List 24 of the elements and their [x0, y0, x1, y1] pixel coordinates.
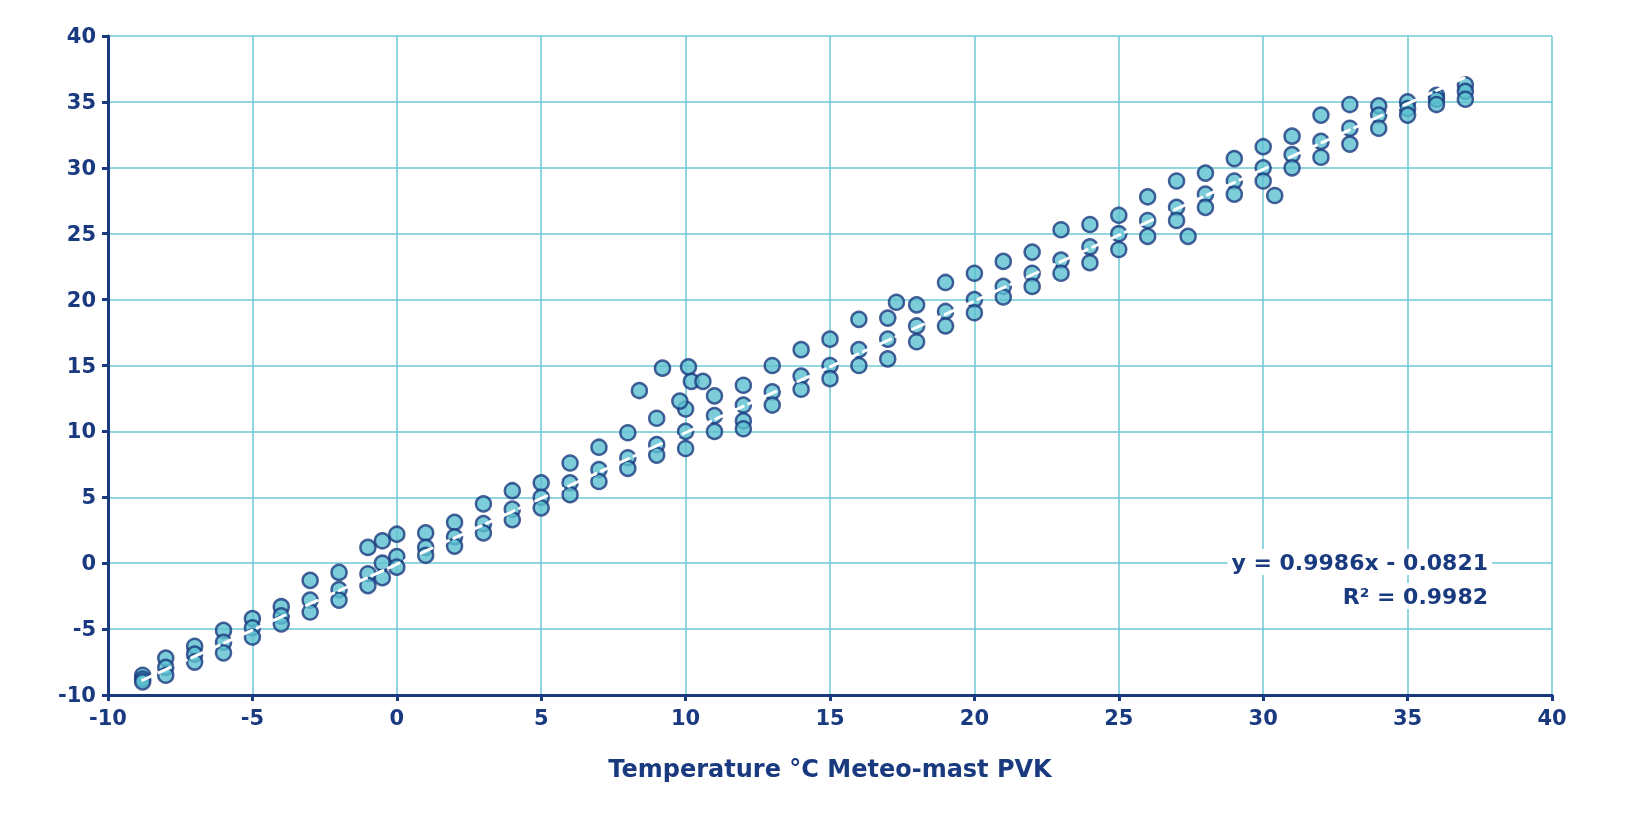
x-tick-label: 15	[815, 705, 845, 730]
y-tick-label: 10	[66, 419, 96, 444]
y-tick-label: 25	[66, 221, 96, 246]
x-tick-label: 35	[1392, 705, 1423, 730]
x-tick-label: 40	[1537, 705, 1567, 730]
x-tick-label: 25	[1104, 705, 1134, 730]
x-tick-label: 0	[389, 705, 405, 730]
x-tick-label: 20	[959, 705, 990, 730]
y-tick-label: 40	[66, 24, 96, 48]
y-tick-label: -10	[58, 683, 96, 707]
x-tick-label: -5	[240, 705, 265, 730]
x-tick-label: 10	[670, 705, 701, 730]
y-tick-label: 15	[66, 353, 96, 378]
x-axis-title: Temperature °C Meteo-mast PVK	[608, 755, 1054, 783]
annotation: R² = 0.9982	[1342, 583, 1489, 609]
y-tick-label: 30	[66, 155, 96, 180]
y-tick-label: 20	[66, 287, 96, 312]
x-tick-label: 5	[533, 705, 549, 730]
y-tick-label: 35	[66, 89, 96, 114]
annotation: y = 0.9986x - 0.0821	[1231, 549, 1488, 575]
y-tick-label: 0	[81, 551, 96, 576]
y-tick-label: 5	[81, 485, 96, 510]
x-tick-label: 30	[1248, 705, 1278, 730]
y-tick-label: -5	[72, 617, 96, 642]
